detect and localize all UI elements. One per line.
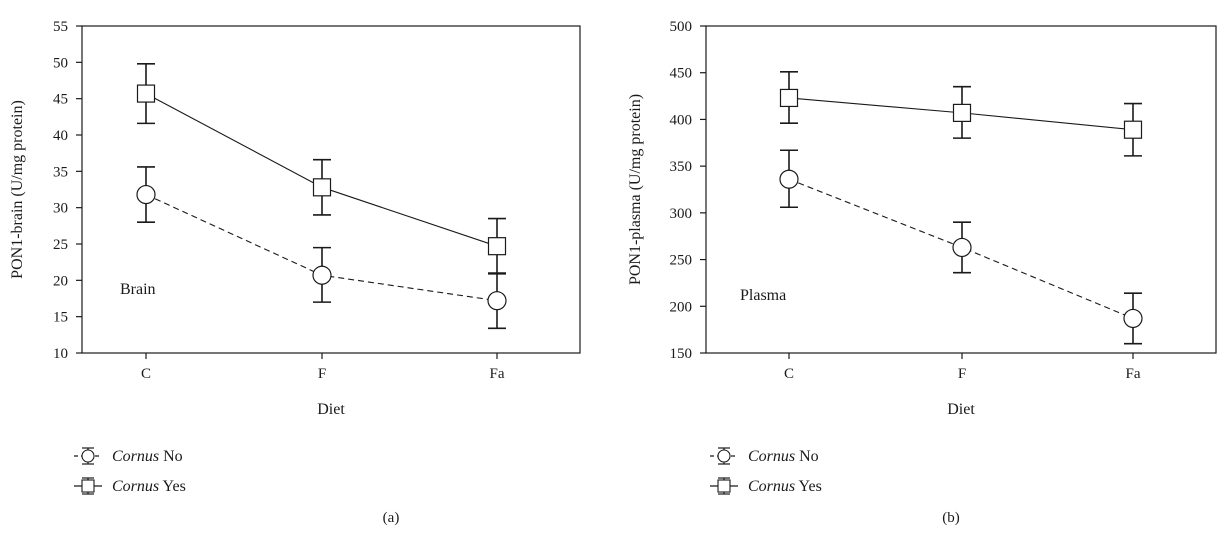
x-tick-label: F xyxy=(958,366,966,382)
data-point-circle xyxy=(312,265,332,285)
data-point-circle xyxy=(1123,308,1143,329)
legend-label: Cornus Yes xyxy=(112,478,186,495)
x-axis-title: Diet xyxy=(947,401,975,418)
y-tick-label: 45 xyxy=(53,92,68,108)
data-point-circle xyxy=(779,169,799,189)
panel-label: (a) xyxy=(383,510,400,526)
legend-marker-circle xyxy=(81,449,95,463)
x-tick-label: Fa xyxy=(490,366,505,382)
data-point-square xyxy=(487,237,507,256)
x-tick-label: F xyxy=(318,366,326,382)
chart-panel-b: 150 200 250 300 350 400 450 500 C F Fa Diet PON1-pla… xyxy=(627,19,1217,526)
plot-frame xyxy=(705,25,1217,354)
y-tick-label: 350 xyxy=(670,159,693,175)
data-point-square xyxy=(136,84,156,103)
legend-entry-cornus-no: Cornus No xyxy=(74,447,183,465)
y-tick-label: 300 xyxy=(670,206,693,222)
legend-label: Cornus Yes xyxy=(748,478,822,495)
y-tick-label: 50 xyxy=(53,55,68,71)
y-tick-label: 15 xyxy=(53,310,68,326)
data-point-circle xyxy=(136,184,156,205)
legend-label-suffix: No xyxy=(159,448,183,465)
legend-label: Cornus No xyxy=(748,448,819,465)
x-tick-label: Fa xyxy=(1126,366,1141,382)
y-tick-label: 30 xyxy=(53,201,68,217)
y-tick-label: 10 xyxy=(53,346,68,362)
y-tick-label: 40 xyxy=(53,128,68,144)
y-tick-label: 150 xyxy=(670,346,693,362)
data-point-square xyxy=(1123,120,1143,139)
panel-label: (b) xyxy=(942,510,960,526)
y-axis-title: PON1-brain (U/mg protein) xyxy=(9,100,26,279)
data-point-square xyxy=(312,178,332,197)
plot-frame xyxy=(81,25,581,354)
legend-entry-cornus-no: Cornus No xyxy=(710,447,819,465)
legend-label-italic: Cornus xyxy=(748,448,795,465)
x-axis-title: Diet xyxy=(317,401,345,418)
y-tick-label: 250 xyxy=(670,253,693,269)
legend-entry-cornus-yes: Cornus Yes xyxy=(710,477,822,495)
x-tick-label: C xyxy=(141,366,151,382)
legend-marker-square xyxy=(81,479,95,493)
y-axis-title: PON1-plasma (U/mg protein) xyxy=(627,94,644,285)
legend-label-suffix: No xyxy=(795,448,819,465)
data-point-square xyxy=(952,103,972,122)
data-point-square xyxy=(779,88,799,108)
legend-label-suffix: Yes xyxy=(795,478,822,495)
y-tick-label: 200 xyxy=(670,299,693,315)
y-tick-label: 35 xyxy=(53,164,68,180)
y-tick-label: 20 xyxy=(53,273,68,289)
y-tick-label: 25 xyxy=(53,237,68,253)
legend-marker-square xyxy=(717,479,731,493)
legend-label-italic: Cornus xyxy=(112,478,159,495)
legend-label-italic: Cornus xyxy=(112,448,159,465)
y-tick-label: 400 xyxy=(670,112,693,128)
plot-annotation: Brain xyxy=(120,281,156,298)
chart-panel-a: 10 15 20 25 30 35 40 45 50 55 C F Fa Diet PON1-brain (… xyxy=(9,19,581,526)
data-point-circle xyxy=(487,291,507,311)
legend-label: Cornus No xyxy=(112,448,183,465)
legend-marker-circle xyxy=(717,449,731,463)
data-point-circle xyxy=(952,237,972,258)
legend-label-suffix: Yes xyxy=(159,478,186,495)
plot-annotation: Plasma xyxy=(740,287,786,304)
y-tick-label: 500 xyxy=(670,19,693,35)
legend-entry-cornus-yes: Cornus Yes xyxy=(74,477,186,495)
y-tick-label: 55 xyxy=(53,19,68,35)
x-tick-label: C xyxy=(784,366,794,382)
y-tick-label: 450 xyxy=(670,66,693,82)
legend-label-italic: Cornus xyxy=(748,478,795,495)
